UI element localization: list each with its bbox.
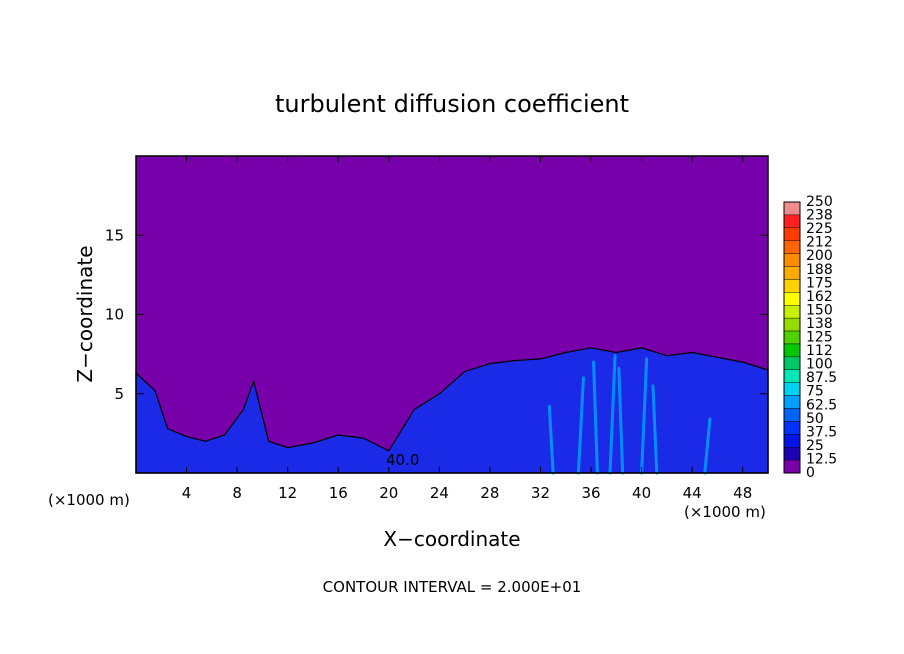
plume-streak (547, 404, 555, 475)
x-tick-label: 4 (182, 484, 192, 502)
x-unit-left: (×1000 m) (48, 491, 130, 509)
x-tick-label: 8 (232, 484, 242, 502)
colorbar-label: 150 (806, 302, 833, 318)
x-tick-label: 24 (430, 484, 449, 502)
plume-streak (608, 354, 617, 475)
plume-streak (703, 417, 712, 475)
y-axis: 5 10 15 (105, 226, 768, 403)
colorbar-label: 225 (806, 221, 833, 237)
colorbar-label: 238 (806, 208, 833, 224)
colorbar-swatch (783, 305, 801, 319)
x-axis: 4 8 12 16 20 24 28 32 36 40 44 48 (182, 156, 752, 502)
colorbar-swatch (783, 317, 801, 332)
x-tick-label: 12 (278, 484, 297, 502)
colorbar-swatch (783, 227, 801, 241)
colorbar-label: 162 (806, 289, 833, 305)
colorbar-label: 175 (806, 275, 833, 291)
colorbar-label: 138 (806, 316, 833, 332)
colorbar-label: 37.5 (806, 424, 837, 440)
colorbar-swatch (783, 356, 801, 370)
x-tick-label: 32 (531, 484, 550, 502)
colorbar-swatch (783, 446, 801, 461)
plume-streak (651, 384, 659, 475)
colorbar-frame (783, 201, 801, 474)
colorbar-label: 100 (806, 357, 833, 373)
colorbar-label: 125 (806, 330, 833, 346)
plume-streak (640, 357, 649, 475)
x-tick-label: 20 (379, 484, 398, 502)
colorbar-swatch (783, 421, 801, 435)
colorbar-label: 250 (806, 194, 833, 210)
contour-label: 40.0 (386, 451, 419, 469)
x-tick-label: 40 (632, 484, 651, 502)
colorbar-swatch (783, 434, 801, 448)
x-tick-label: 16 (329, 484, 348, 502)
y-axis-label: Z−coordinate (73, 245, 97, 382)
colorbar-swatch (783, 253, 801, 267)
colorbar-swatch (783, 459, 801, 474)
x-tick-label: 48 (733, 484, 752, 502)
colorbar-swatch (783, 292, 801, 306)
colorbar-label: 212 (806, 235, 833, 251)
x-unit-right: (×1000 m) (684, 503, 766, 521)
chart-title: turbulent diffusion coefficient (275, 90, 629, 118)
colorbar-swatch (783, 343, 801, 358)
colorbar-swatch (783, 266, 801, 280)
colorbar-swatch (783, 369, 801, 383)
colorbar-label: 188 (806, 262, 833, 278)
x-tick-label: 28 (480, 484, 499, 502)
colorbar-swatch (783, 330, 801, 345)
colorbar: 2502382252122001881751621501381251121008… (783, 194, 837, 481)
colorbar-label: 12.5 (806, 451, 837, 467)
plume-streak (592, 360, 599, 475)
x-tick-label: 44 (683, 484, 702, 502)
colorbar-label: 62.5 (806, 397, 837, 413)
x-axis-label: X−coordinate (383, 527, 520, 551)
colorbar-swatch (783, 201, 801, 216)
colorbar-label: 75 (806, 384, 824, 400)
colorbar-swatch (783, 240, 801, 254)
colorbar-label: 0 (806, 465, 815, 481)
y-tick-label: 15 (105, 226, 124, 244)
plume-streak (576, 376, 585, 475)
colorbar-swatch (783, 279, 801, 293)
colorbar-label: 87.5 (806, 370, 837, 386)
colorbar-swatch (783, 395, 801, 409)
y-tick-label: 5 (114, 385, 124, 403)
updraft-plumes (547, 354, 712, 475)
colorbar-swatch (783, 408, 801, 422)
colorbar-label: 112 (806, 343, 833, 359)
plot-area: 40.0 (135, 155, 769, 475)
colorbar-label: 50 (806, 411, 824, 427)
colorbar-label: 25 (806, 438, 824, 454)
colorbar-swatch (783, 214, 801, 229)
contour-interval-note: CONTOUR INTERVAL = 2.000E+01 (323, 578, 582, 596)
colorbar-label: 200 (806, 248, 833, 264)
plume-streak (617, 366, 625, 475)
x-tick-label: 36 (581, 484, 600, 502)
y-tick-label: 10 (105, 306, 124, 324)
colorbar-swatch (783, 382, 801, 396)
